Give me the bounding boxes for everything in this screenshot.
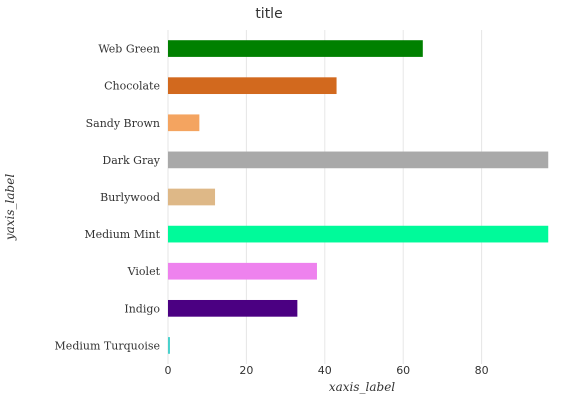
y-category-label: Web Green bbox=[98, 43, 160, 56]
bar-medium-mint bbox=[168, 225, 549, 243]
x-tick-label: 60 bbox=[396, 364, 410, 377]
bar-web-green bbox=[168, 40, 423, 57]
y-category-label: Indigo bbox=[124, 302, 160, 315]
x-tick-label: 20 bbox=[239, 364, 253, 377]
bar-chocolate bbox=[168, 77, 337, 95]
y-axis-label: yaxis_label bbox=[3, 174, 17, 241]
y-category-label: Sandy Brown bbox=[86, 117, 160, 130]
x-axis-label: xaxis_label bbox=[329, 380, 395, 394]
x-tick-label: 80 bbox=[475, 364, 489, 377]
bar-violet bbox=[168, 262, 317, 280]
chart-title: title bbox=[255, 6, 282, 22]
x-tick-label: 40 bbox=[318, 364, 332, 377]
x-tick-labels: 0 20 40 60 80 bbox=[165, 364, 489, 377]
bar-dark-gray bbox=[168, 151, 549, 169]
bar-indigo bbox=[168, 299, 298, 317]
bar-medium-turquoise bbox=[168, 337, 170, 354]
y-category-label: Medium Turquoise bbox=[55, 339, 160, 352]
bars bbox=[168, 40, 549, 354]
y-category-labels: Medium Turquoise Indigo Violet Medium Mint B… bbox=[55, 43, 161, 353]
bar-sandy-brown bbox=[168, 114, 200, 132]
y-category-label: Burlywood bbox=[100, 191, 160, 204]
y-category-label: Violet bbox=[127, 265, 161, 278]
x-tick-label: 0 bbox=[165, 364, 172, 377]
y-category-label: Chocolate bbox=[104, 80, 160, 93]
y-category-label: Dark Gray bbox=[102, 154, 160, 167]
bar-burlywood bbox=[168, 188, 216, 206]
y-category-label: Medium Mint bbox=[84, 228, 160, 241]
